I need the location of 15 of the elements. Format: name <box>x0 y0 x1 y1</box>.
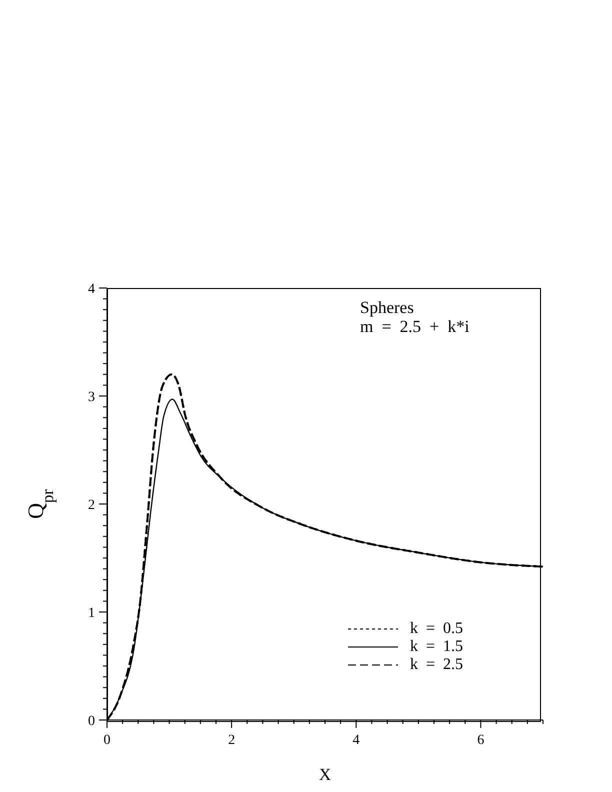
y-tick-label: 2 <box>88 498 95 513</box>
legend-label: k = 0.5 <box>410 620 464 638</box>
y-tick-label: 4 <box>88 282 95 297</box>
legend-label: k = 1.5 <box>410 638 464 656</box>
annotation: m = 2.5 + k*i <box>360 317 470 336</box>
y-tick-label: 0 <box>88 714 95 729</box>
y-tick-label: 3 <box>88 390 95 405</box>
x-tick-label: 2 <box>228 733 236 748</box>
x-axis-title: X <box>318 765 332 784</box>
x-tick-label: 0 <box>104 733 110 748</box>
y-tick-label: 1 <box>88 606 95 621</box>
x-tick-label: 6 <box>477 733 484 748</box>
legend-label: k = 2.5 <box>410 656 464 674</box>
annotation: Spheres <box>360 298 414 317</box>
x-tick-label: 4 <box>352 733 360 748</box>
